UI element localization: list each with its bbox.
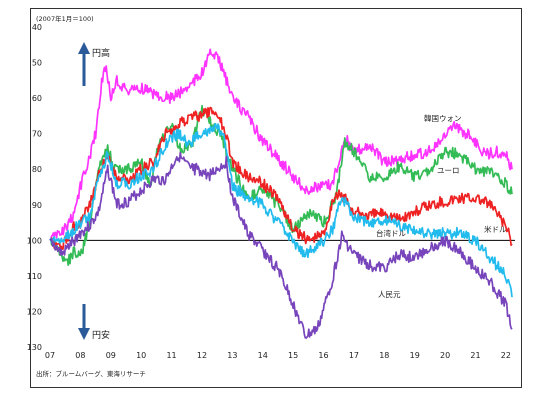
x-tick-label: 08 <box>75 351 85 360</box>
x-tick-label: 20 <box>440 351 450 360</box>
y-tick-label: 130 <box>27 343 42 352</box>
index-note: (2007年1月＝100) <box>36 14 94 23</box>
series-line-0 <box>49 48 513 241</box>
up-arrow-icon <box>78 42 90 86</box>
source-note: 出所：ブルームバーグ、東海リサーチ <box>36 369 146 378</box>
y-tick-label: 90 <box>32 201 42 210</box>
y-tick-label: 40 <box>32 23 42 32</box>
x-tick-label: 18 <box>379 351 389 360</box>
label-cny: 人民元 <box>378 290 401 299</box>
x-tick-label: 17 <box>349 351 359 360</box>
arrow-down-label: 円安 <box>92 329 110 341</box>
y-tick-label: 120 <box>27 307 42 316</box>
series-line-1 <box>49 104 513 266</box>
x-tick-label: 10 <box>136 351 146 360</box>
down-arrow-icon <box>78 304 90 340</box>
y-axis-ticks: 40 50 60 70 80 90 100 110 120 130 <box>27 23 42 352</box>
x-tick-label: 19 <box>410 351 420 360</box>
x-tick-label: 07 <box>45 351 55 360</box>
x-tick-label: 16 <box>318 351 328 360</box>
series-line-3 <box>49 122 513 298</box>
arrow-up-label: 円高 <box>92 47 110 59</box>
label-eur: ユーロ <box>437 166 460 175</box>
x-tick-label: 12 <box>197 351 207 360</box>
label-twd: 台湾ドル <box>376 228 406 238</box>
y-tick-label: 70 <box>32 130 42 139</box>
x-tick-label: 14 <box>258 351 268 360</box>
x-tick-label: 13 <box>227 351 237 360</box>
y-tick-label: 110 <box>27 272 42 281</box>
x-tick-label: 09 <box>106 351 116 360</box>
series-lines <box>49 48 513 339</box>
label-usd: 米ドル <box>484 224 507 234</box>
y-tick-label: 100 <box>27 236 42 245</box>
y-tick-label: 80 <box>32 165 42 174</box>
x-tick-label: 22 <box>501 351 511 360</box>
label-krw: 韓国ウォン <box>424 113 462 123</box>
y-tick-label: 50 <box>32 59 42 68</box>
x-axis-ticks: 07 08 09 10 11 12 13 14 15 16 17 18 19 20 21 22 <box>45 351 511 360</box>
series-line-4 <box>49 151 513 339</box>
x-tick-label: 15 <box>288 351 298 360</box>
x-tick-label: 11 <box>166 351 176 360</box>
x-tick-label: 21 <box>470 351 480 360</box>
y-tick-label: 60 <box>32 94 42 103</box>
